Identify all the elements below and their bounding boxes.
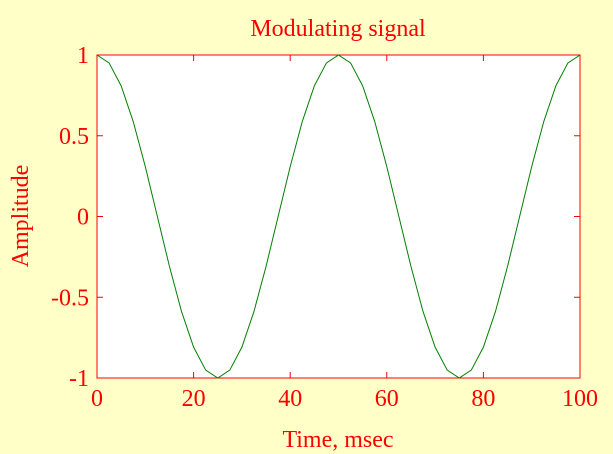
y-axis-label: Amplitude: [8, 165, 34, 268]
y-tick-label: -0.5: [51, 285, 89, 311]
x-tick-label: 100: [562, 386, 598, 412]
chart-title: Modulating signal: [250, 16, 426, 42]
x-tick-label: 80: [471, 386, 495, 412]
y-tick-label: 0: [77, 205, 89, 231]
x-tick-label: 0: [91, 386, 103, 412]
x-tick-label: 40: [278, 386, 302, 412]
y-tick-label: 1: [77, 43, 89, 69]
x-tick-label: 60: [375, 386, 399, 412]
plot-area: [96, 54, 581, 379]
y-tick-label: -1: [69, 366, 89, 392]
y-tick-label: 0.5: [59, 124, 89, 150]
line: [96, 54, 581, 379]
x-axis-label: Time, msec: [282, 427, 393, 453]
x-tick-label: 20: [182, 386, 206, 412]
